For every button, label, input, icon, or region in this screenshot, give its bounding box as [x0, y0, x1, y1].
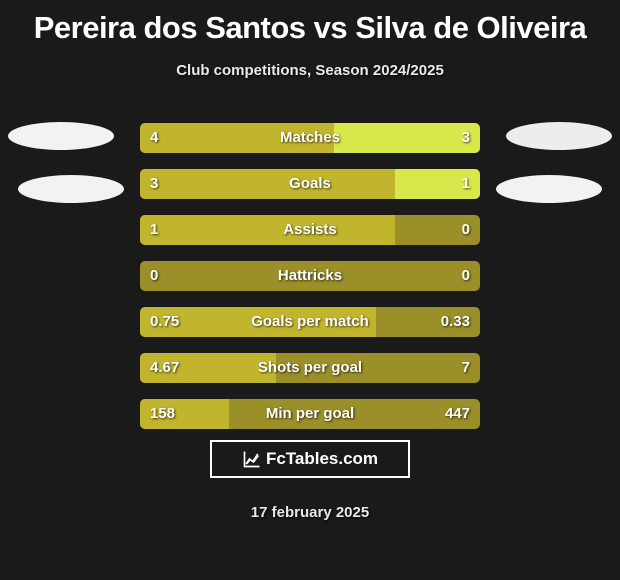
stat-label: Min per goal: [140, 399, 480, 429]
stat-row-goals: Goals3 1: [140, 169, 480, 199]
stat-value-right: 447: [445, 399, 470, 429]
stat-value-right: 0: [462, 261, 470, 291]
stat-value-left: 0: [150, 261, 158, 291]
logo-box: FcTables.com: [210, 440, 410, 478]
stat-value-right: 0.33: [441, 307, 470, 337]
stat-label: Goals per match: [140, 307, 480, 337]
stat-value-right: 0: [462, 215, 470, 245]
player2-badge-secondary: [496, 175, 602, 203]
player2-badge-primary: [506, 122, 612, 150]
stat-value-left: 3: [150, 169, 158, 199]
player1-badge-primary: [8, 122, 114, 150]
stat-row-hattricks: Hattricks0 0: [140, 261, 480, 291]
stat-value-left: 1: [150, 215, 158, 245]
page-title: Pereira dos Santos vs Silva de Oliveira: [0, 0, 620, 46]
stat-value-left: 4: [150, 123, 158, 153]
stat-value-left: 0.75: [150, 307, 179, 337]
player1-badge-secondary: [18, 175, 124, 203]
stat-label: Matches: [140, 123, 480, 153]
subtitle: Club competitions, Season 2024/2025: [0, 62, 620, 79]
stat-value-left: 4.67: [150, 353, 179, 383]
stat-value-left: 158: [150, 399, 175, 429]
stat-value-right: 3: [462, 123, 470, 153]
date-label: 17 february 2025: [0, 504, 620, 521]
chart-icon: [242, 449, 262, 469]
stat-value-right: 7: [462, 353, 470, 383]
stat-label: Shots per goal: [140, 353, 480, 383]
stat-row-assists: Assists1 0: [140, 215, 480, 245]
stat-row-goals-per-match: Goals per match0.75 0.33: [140, 307, 480, 337]
logo-text: FcTables.com: [266, 449, 378, 469]
stat-row-shots-per-goal: Shots per goal4.67 7: [140, 353, 480, 383]
stat-row-matches: Matches4 3: [140, 123, 480, 153]
stat-label: Goals: [140, 169, 480, 199]
stat-row-min-per-goal: Min per goal158 447: [140, 399, 480, 429]
stat-label: Hattricks: [140, 261, 480, 291]
stat-value-right: 1: [462, 169, 470, 199]
comparison-bars: Matches43Goals31Assists10Hattricks00Goal…: [140, 123, 480, 445]
stat-label: Assists: [140, 215, 480, 245]
